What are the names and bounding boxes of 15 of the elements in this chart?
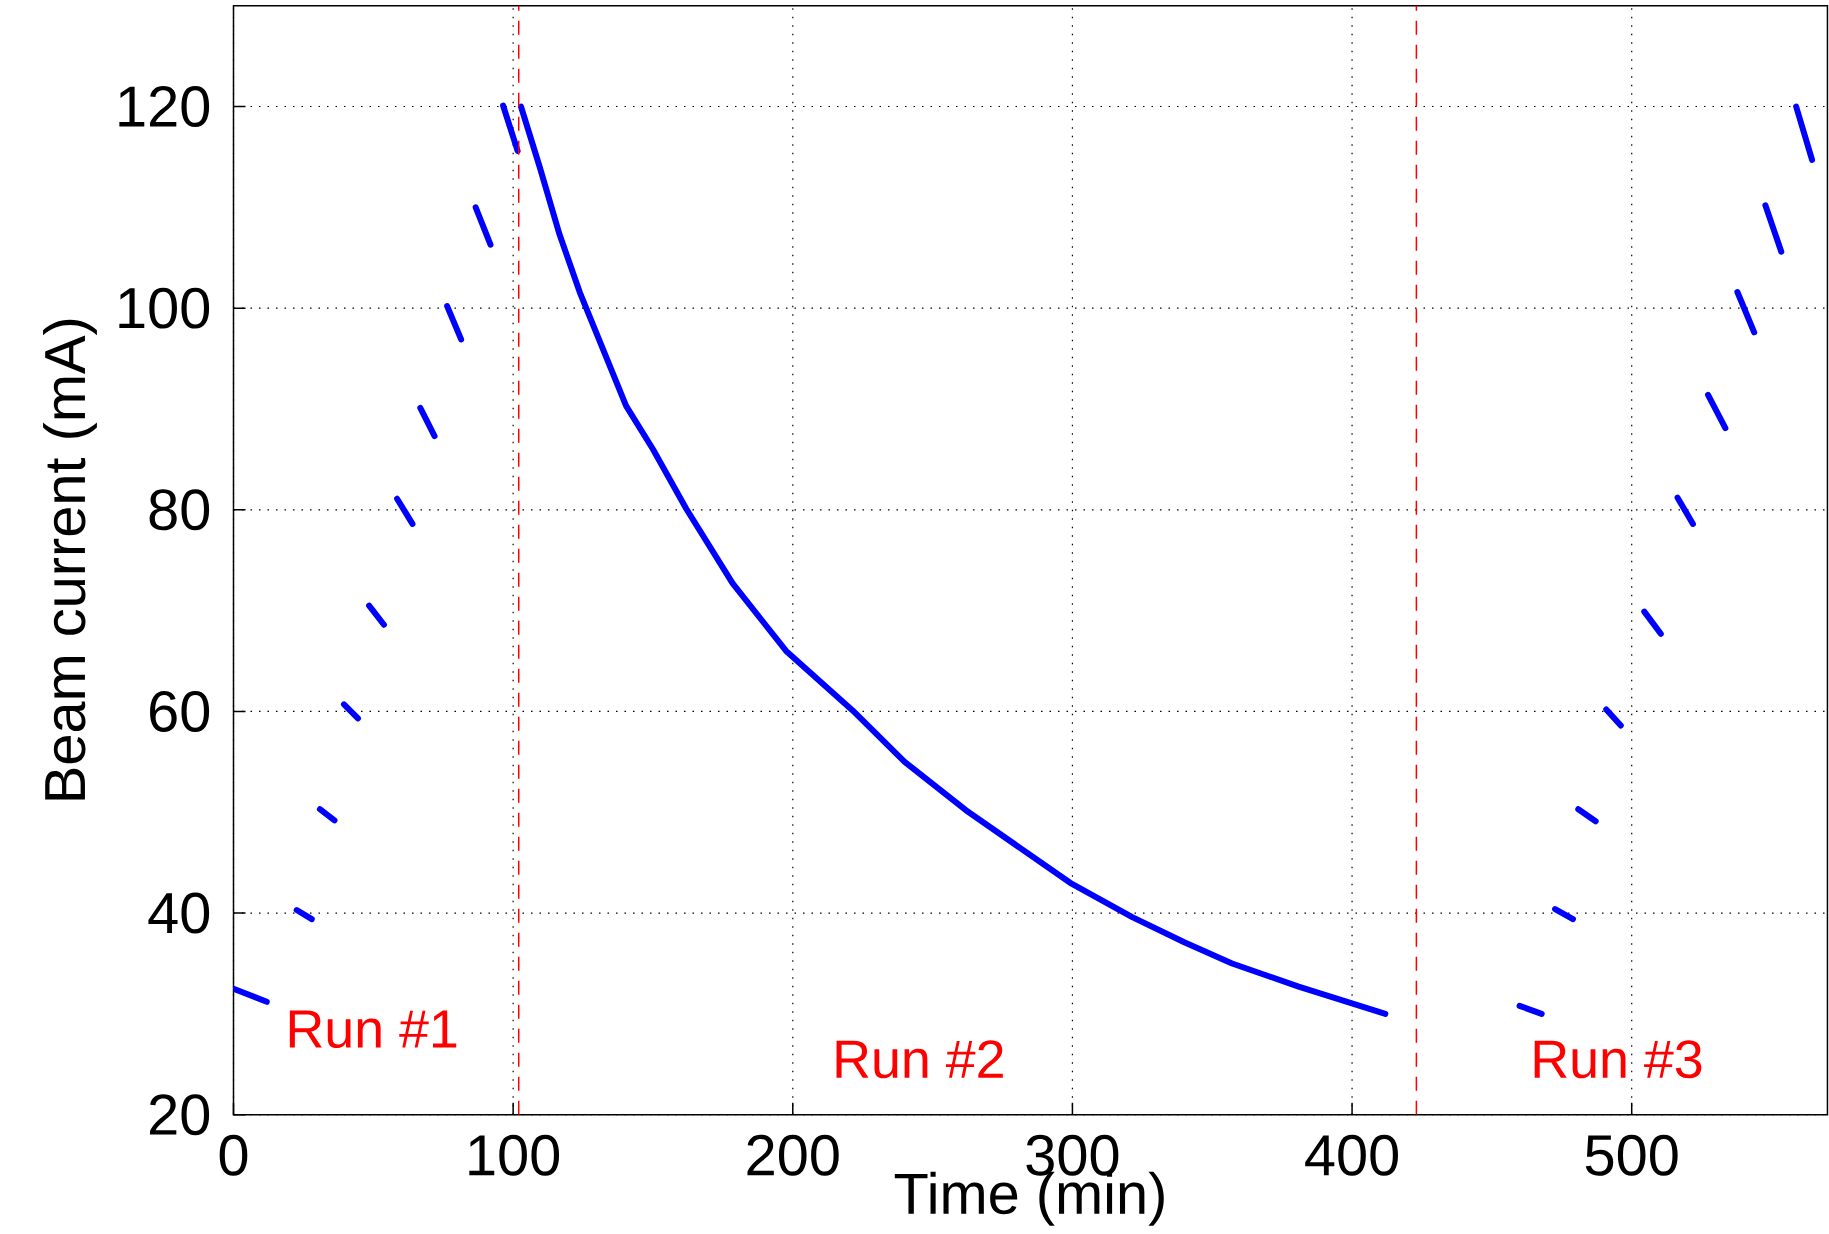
y-tick-label: 60 — [150, 690, 210, 732]
y-tick-label: 40 — [148, 892, 210, 934]
y-tick-label: 80 — [149, 489, 210, 531]
annotation: Run #2 — [836, 1040, 1003, 1079]
y-tick-label: 20 — [150, 1094, 210, 1136]
annotation: Run #3 — [1534, 1040, 1702, 1079]
y-tick-label: 100 — [119, 287, 210, 329]
y-tick-label: 120 — [119, 86, 210, 127]
x-tick-label: 200 — [747, 1134, 839, 1176]
y-axis-title: Beam current (mA) — [43, 319, 97, 800]
x-tick-label: 0 — [219, 1134, 248, 1176]
annotation: Run #1 — [289, 1010, 457, 1049]
x-tick-label: 500 — [1585, 1134, 1678, 1176]
x-tick-label: 400 — [1305, 1134, 1398, 1176]
x-tick-label: 100 — [469, 1134, 560, 1176]
